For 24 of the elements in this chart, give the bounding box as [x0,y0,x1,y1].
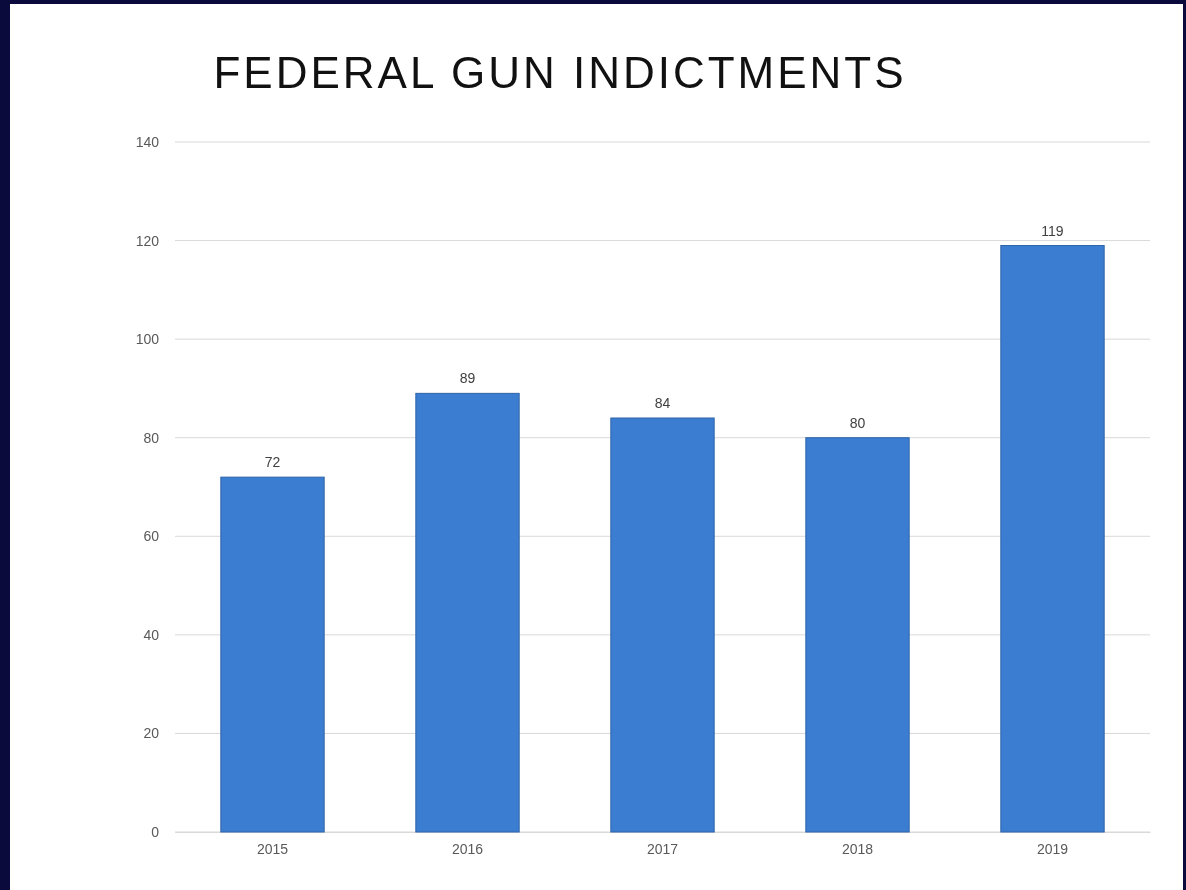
bar [1000,245,1105,833]
bar [415,392,520,833]
y-tick-label: 40 [143,626,160,643]
data-label: 89 [459,370,476,387]
y-tick-label: 140 [135,133,160,150]
y-tick-label: 20 [143,725,160,742]
x-tick-label: 2017 [646,840,679,857]
x-tick-label: 2018 [841,840,874,857]
data-label: 84 [654,395,671,411]
bar [610,417,715,833]
y-tick-label: 80 [143,429,160,446]
bar [805,437,910,833]
y-tick-label: 0 [151,823,160,840]
y-tick-label: 60 [143,528,160,545]
bar [220,476,325,833]
x-tick-label: 2016 [451,840,484,857]
data-label: 72 [264,454,281,471]
y-tick-label: 120 [135,232,160,249]
data-label: 119 [1041,222,1064,239]
y-tick-label: 100 [135,331,160,348]
x-tick-label: 2015 [256,840,289,857]
x-tick-label: 2019 [1036,840,1069,857]
chart-title: FEDERAL GUN INDICTMENTS [213,48,907,97]
data-label: 80 [849,414,866,431]
